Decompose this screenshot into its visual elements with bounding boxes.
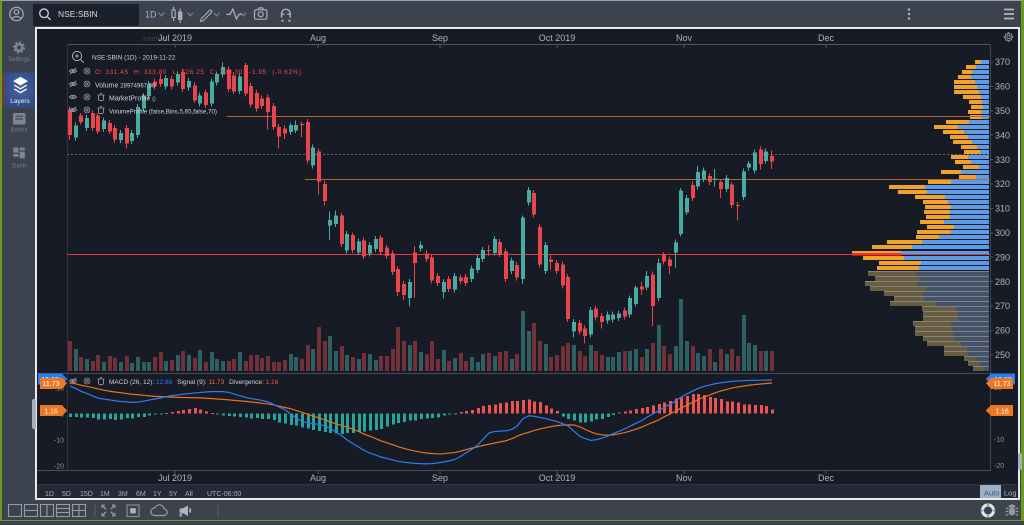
svg-text:310: 310 [995,204,1010,214]
svg-text:11.73: 11.73 [43,381,60,388]
svg-text:Oct 2019: Oct 2019 [539,473,576,483]
svg-text:Oct 2019: Oct 2019 [539,33,576,43]
svg-text:Nov: Nov [676,33,693,43]
svg-text:1M: 1M [100,491,110,498]
svg-text:Dash: Dash [12,164,26,170]
svg-text:300: 300 [995,228,1010,238]
svg-text:1D: 1D [145,10,157,20]
svg-text:1D: 1D [45,491,54,498]
svg-text:1.16: 1.16 [44,408,58,415]
svg-text:Volume 28974967.00: Volume 28974967.00 [95,83,156,90]
svg-text:-20: -20 [994,463,1004,470]
svg-text:Sep: Sep [432,33,448,43]
svg-text:Interval: Interval [143,34,168,43]
svg-text:11.73: 11.73 [994,381,1011,388]
svg-text:1Y: 1Y [153,491,162,498]
svg-text:Aug: Aug [310,473,326,483]
svg-text:290: 290 [995,252,1010,262]
svg-text:O: 331.45 H: 333.80 L: 326.25: O: 331.45 H: 333.80 L: 326.25 C: 329.30 … [95,69,302,76]
svg-text:Dec: Dec [818,33,835,43]
svg-text:Jul 2019: Jul 2019 [158,473,192,483]
svg-text:260: 260 [995,326,1010,336]
svg-text:10: 10 [56,386,64,393]
svg-text:Books: Books [11,128,28,134]
svg-text:Layers: Layers [10,98,30,105]
svg-text:UTC-06:00: UTC-06:00 [207,491,241,498]
svg-text:6M: 6M [136,491,146,498]
svg-text:15D: 15D [80,491,93,498]
svg-text:330: 330 [995,155,1010,165]
svg-text:280: 280 [995,277,1010,287]
svg-text:VolumeProfile (false,Bins,5,65: VolumeProfile (false,Bins,5,65,false,70) [109,109,217,116]
svg-text:320: 320 [995,179,1010,189]
svg-text:340: 340 [995,130,1010,140]
svg-text:Sep: Sep [432,473,448,483]
svg-text:-10: -10 [994,437,1004,444]
svg-text:Jul 2019: Jul 2019 [158,33,192,43]
svg-text:5Y: 5Y [169,491,178,498]
svg-text:Log: Log [1004,489,1017,498]
svg-text:370: 370 [995,57,1010,67]
svg-text:Settings: Settings [8,57,30,63]
svg-text:Auto: Auto [984,489,999,498]
svg-text:350: 350 [995,106,1010,116]
svg-text:250: 250 [995,350,1010,360]
svg-text:270: 270 [995,301,1010,311]
svg-text:All: All [185,491,193,498]
svg-text:NSE:SBIN: NSE:SBIN [58,9,98,19]
svg-text:NSE:SBIN (1D) - 2019-11-22: NSE:SBIN (1D) - 2019-11-22 [92,55,176,62]
svg-text:Aug: Aug [310,33,326,43]
svg-text:1.16: 1.16 [995,408,1009,415]
svg-text:5D: 5D [62,491,71,498]
svg-text:3M: 3M [118,491,128,498]
svg-text:-20: -20 [54,464,64,471]
svg-text:Nov: Nov [676,473,693,483]
svg-text:360: 360 [995,82,1010,92]
svg-text:Dec: Dec [818,473,835,483]
svg-text:MarketProfile (): MarketProfile () [109,96,156,103]
svg-text:-10: -10 [54,438,64,445]
svg-text:MACD (26, 12): 12.88 Signal (9: MACD (26, 12): 12.88 Signal (9): 11.73 D… [109,379,279,386]
